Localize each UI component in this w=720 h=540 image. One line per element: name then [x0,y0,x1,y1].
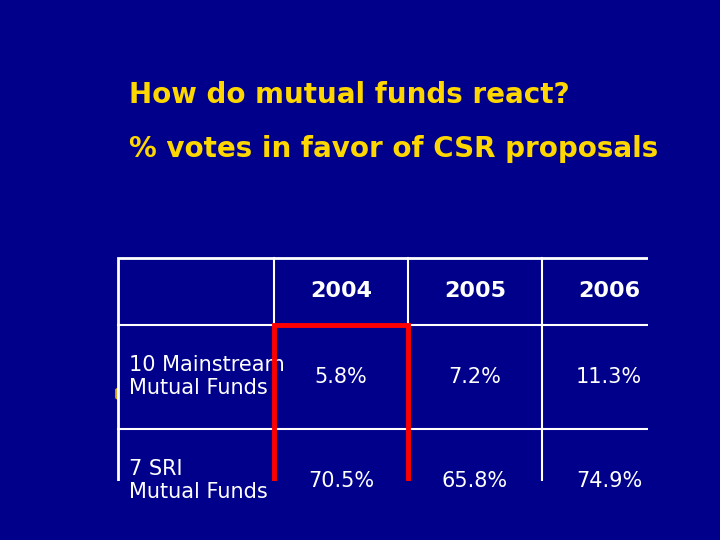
Text: How do mutual funds react?: How do mutual funds react? [129,82,570,110]
Bar [274,325,408,532]
Text: 2006: 2006 [578,281,640,301]
Text: 7 SRI
Mutual Funds: 7 SRI Mutual Funds [129,459,268,502]
Text: 2005: 2005 [444,281,506,301]
Text: 74.9%: 74.9% [576,470,642,491]
Text: 65.8%: 65.8% [442,470,508,491]
Text: 11.3%: 11.3% [576,367,642,387]
FancyBboxPatch shape [115,388,623,400]
Text: % votes in favor of CSR proposals: % votes in favor of CSR proposals [129,136,658,164]
Text: 5.8%: 5.8% [315,367,367,387]
Text: 70.5%: 70.5% [308,470,374,491]
Text: 2004: 2004 [310,281,372,301]
Text: 7.2%: 7.2% [449,367,501,387]
Text: 10 Mainstream
Mutual Funds: 10 Mainstream Mutual Funds [129,355,285,399]
Bar [118,258,676,532]
